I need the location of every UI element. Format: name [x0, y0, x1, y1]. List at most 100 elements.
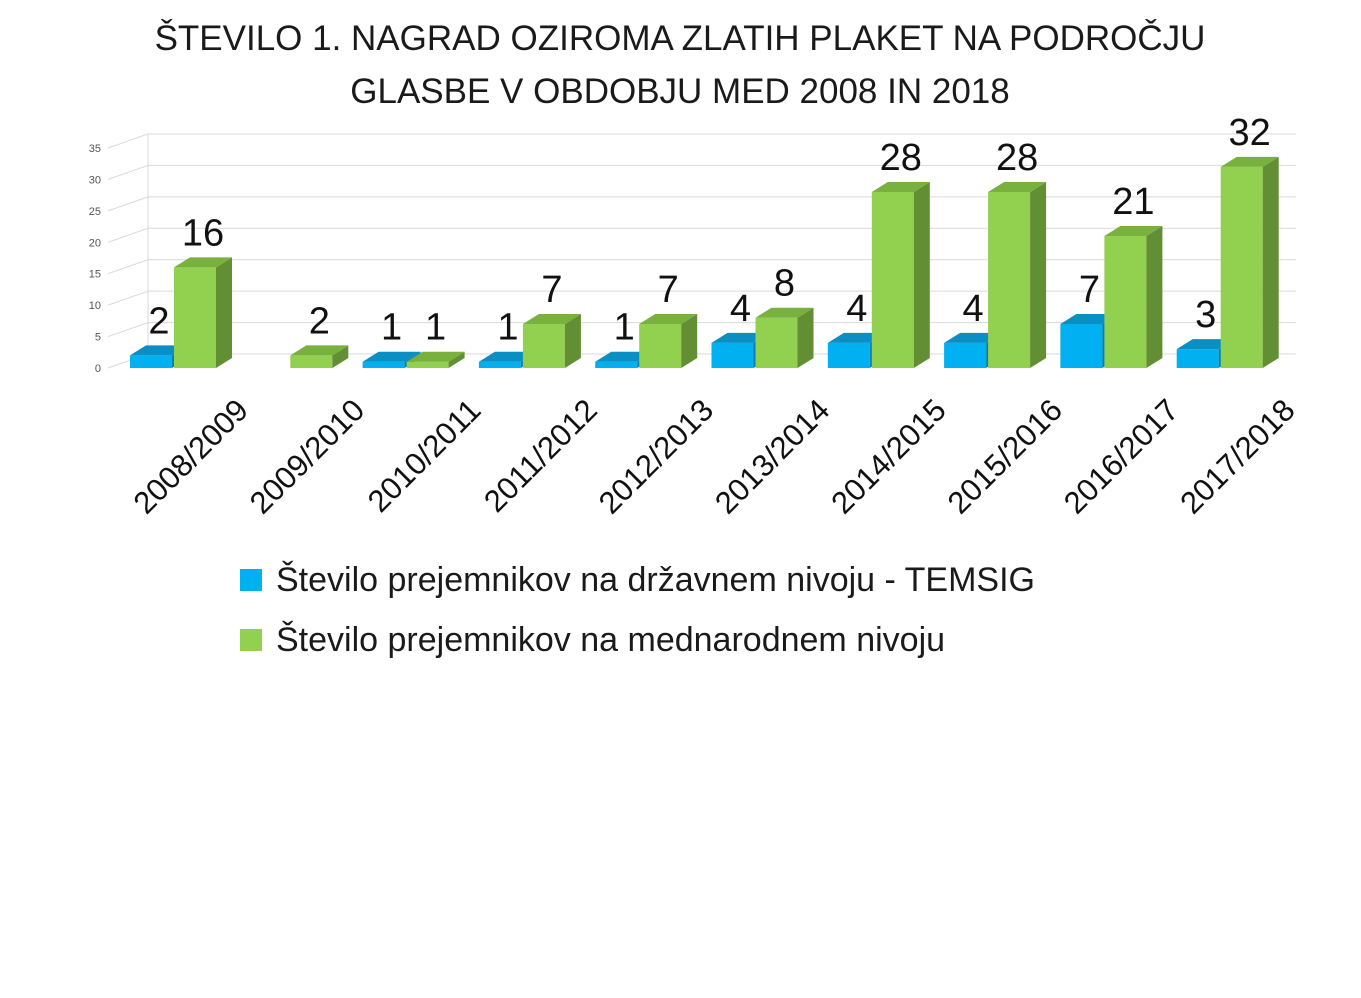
data-label: 28 [996, 137, 1038, 179]
legend-entry: Število prejemnikov na državnem nivoju -… [240, 561, 1035, 599]
bar-front [290, 355, 333, 368]
bar-front [944, 342, 987, 368]
bar-top [362, 351, 421, 362]
bar-side [913, 182, 930, 368]
y-tick-label: 10 [89, 300, 101, 312]
bar-top [1104, 226, 1163, 236]
x-tick-label: 2011/2012 [477, 392, 604, 519]
data-label: 1 [614, 307, 635, 349]
bar-international [988, 182, 1047, 368]
bar-international [639, 314, 698, 368]
bar-top [1220, 156, 1279, 167]
bar-top [595, 351, 654, 362]
gridlines [107, 133, 1296, 369]
bar-front [406, 361, 449, 368]
bar-side [797, 307, 814, 368]
data-label: 4 [846, 288, 867, 330]
bar-front [1176, 349, 1219, 368]
bar-top [478, 351, 537, 362]
bar-top [1176, 339, 1235, 350]
bar-side [681, 314, 698, 368]
bar-international [1104, 226, 1163, 368]
bar-international [755, 307, 814, 368]
data-label: 8 [774, 263, 795, 305]
gridline [107, 133, 1296, 149]
bar-international [406, 351, 465, 368]
bar-international [174, 257, 232, 368]
x-tick-label: 2008/2009 [127, 392, 255, 520]
bar-front [639, 324, 682, 368]
bar-front [827, 342, 870, 368]
bar-top [130, 345, 188, 356]
bar-top [988, 182, 1047, 192]
y-tick-label: 0 [95, 363, 101, 375]
bar-front [478, 361, 521, 368]
bar-front [711, 342, 754, 368]
bars [130, 156, 1279, 368]
bar-side [1146, 226, 1163, 368]
bar-side [564, 314, 581, 368]
bar-front [1104, 236, 1147, 368]
x-tick-label: 2009/2010 [243, 392, 371, 520]
bar-front [362, 361, 405, 368]
legend-entry: Število prejemnikov na mednarodnem nivoj… [240, 621, 945, 659]
x-tick-label: 2015/2016 [941, 392, 1069, 520]
data-label: 7 [658, 269, 679, 311]
bar-top [522, 314, 581, 324]
bar-top [174, 257, 232, 268]
bar-front [755, 317, 798, 368]
bar-side [216, 257, 232, 368]
y-tick-label: 35 [89, 143, 101, 155]
bar-top [827, 332, 886, 343]
chart-title-line-2: GLASBE V OBDOBJU MED 2008 IN 2018 [350, 72, 1009, 111]
bar-front [174, 267, 216, 368]
legend: Število prejemnikov na državnem nivoju -… [240, 561, 1035, 659]
bar-international [871, 182, 930, 368]
data-label: 32 [1229, 112, 1271, 154]
bar-top [1060, 314, 1119, 324]
bar-top [406, 351, 465, 362]
bar-side [448, 351, 465, 368]
bar-front [1220, 166, 1263, 368]
legend-label: Število prejemnikov na državnem nivoju -… [276, 561, 1035, 599]
bar-front [595, 361, 638, 368]
data-label: 7 [541, 269, 562, 311]
x-tick-label: 2013/2014 [708, 392, 836, 520]
bar-top [871, 182, 930, 192]
data-label: 1 [425, 307, 446, 349]
y-axis: 0 5 10 15 20 25 30 35 [89, 143, 101, 375]
x-tick-label: 2016/2017 [1057, 392, 1185, 520]
x-tick-label: 2010/2011 [361, 392, 488, 519]
y-tick-label: 30 [89, 174, 101, 186]
bar-international [290, 345, 349, 368]
bar-top [711, 332, 770, 343]
data-label: 28 [880, 137, 922, 179]
data-label: 4 [963, 288, 984, 330]
data-label: 2 [309, 300, 330, 342]
bar-top [755, 307, 814, 318]
data-label: 7 [1079, 269, 1100, 311]
legend-swatch [240, 629, 262, 651]
bar-top [944, 332, 1003, 343]
chart-title: ŠTEVILO 1. NAGRAD OZIROMA ZLATIH PLAKET … [155, 19, 1206, 111]
data-label: 3 [1195, 294, 1216, 336]
bar-front [988, 192, 1031, 368]
data-label: 16 [182, 212, 224, 254]
bar-international [522, 314, 581, 368]
data-label: 21 [1112, 181, 1154, 223]
data-label: 1 [497, 307, 518, 349]
x-tick-label: 2012/2013 [592, 392, 720, 520]
x-axis: 2008/20092009/20102010/20112011/20122012… [127, 392, 1302, 520]
bar-top [639, 314, 698, 324]
bar-front [522, 324, 565, 368]
bar-top [290, 345, 349, 356]
chart-title-line-1: ŠTEVILO 1. NAGRAD OZIROMA ZLATIH PLAKET … [155, 19, 1206, 58]
x-tick-label: 2017/2018 [1173, 392, 1301, 520]
bar-side [1030, 182, 1047, 368]
data-label: 1 [381, 307, 402, 349]
gridline [107, 164, 1296, 180]
y-tick-label: 15 [89, 269, 101, 281]
bar-side [1262, 156, 1279, 368]
y-tick-label: 20 [89, 237, 101, 249]
